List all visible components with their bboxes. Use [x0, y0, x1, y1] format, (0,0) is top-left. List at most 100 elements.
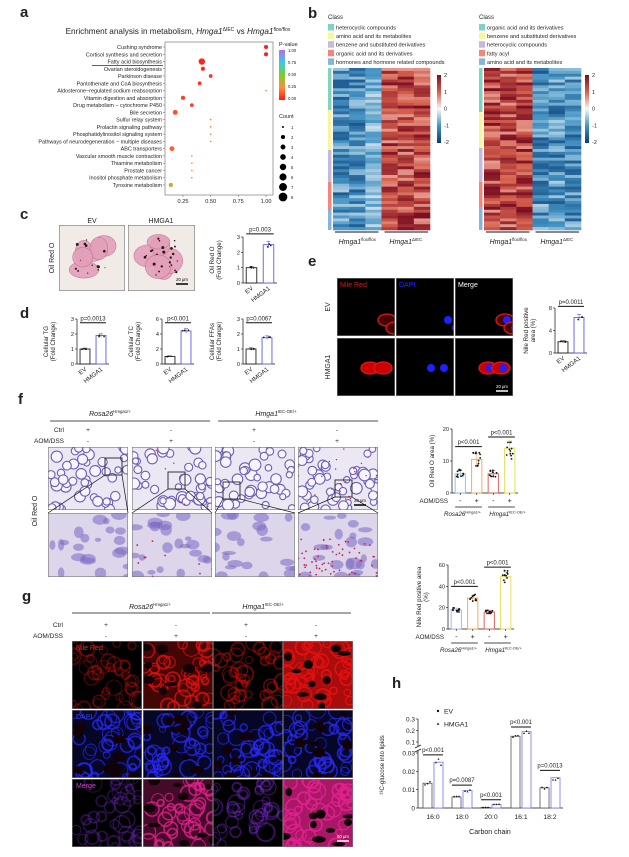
- micrograph-merge: [455, 278, 513, 336]
- heatmap-cell: [397, 102, 415, 106]
- heatmap-cell: [349, 209, 366, 213]
- heatmap-cell: [516, 114, 533, 118]
- tissue-structure: [318, 761, 338, 778]
- heatmap-cell: [413, 88, 431, 92]
- crypt: [132, 457, 140, 465]
- crypt-lumen: [296, 692, 309, 697]
- y-tick-label: 0: [71, 362, 74, 368]
- heatmap-cell: [500, 183, 517, 187]
- micrograph-dapi: [283, 710, 353, 778]
- heatmap-cell: [484, 122, 501, 127]
- tissue-structure: [92, 694, 107, 709]
- tissue-structure: [72, 642, 81, 653]
- heatmap-cell: [349, 102, 366, 106]
- plot-area: [164, 41, 274, 196]
- heatmap-cell: [532, 94, 549, 98]
- heatmap-cell: [516, 215, 533, 219]
- heatmap-cell: [397, 215, 415, 219]
- tissue-structure: [84, 743, 98, 756]
- tissue-structure: [124, 783, 134, 792]
- colorbar-tick: -1: [444, 123, 449, 129]
- crypt-lumen: [310, 741, 319, 747]
- heatmap-cell: [381, 111, 398, 115]
- micrograph-border: [396, 338, 454, 396]
- heatmap-cell: [500, 157, 517, 161]
- data-point-triangle: [523, 732, 525, 734]
- tissue-structure: [225, 815, 239, 829]
- nucleus: [346, 557, 362, 570]
- heatmap-cell: [548, 169, 566, 173]
- tissue-structure: [118, 811, 136, 829]
- heatmap-cell: [484, 94, 501, 98]
- crypt-lumen: [147, 823, 161, 828]
- heatmap-cell: [349, 122, 366, 127]
- heatmap-cell: [397, 201, 415, 205]
- crypt-lumen: [309, 820, 317, 829]
- heatmap-cell: [413, 76, 431, 80]
- heatmap-cell: [413, 96, 431, 101]
- nucleus: [334, 528, 343, 540]
- cell-membrane: [373, 361, 393, 375]
- data-point: [546, 786, 548, 789]
- data-point: [492, 471, 494, 474]
- data-point: [269, 336, 271, 338]
- heatmap-cell: [333, 73, 350, 77]
- lipid-droplet: [331, 560, 334, 563]
- data-point: [486, 609, 489, 612]
- heatmap-cell: [548, 206, 566, 211]
- heatmap-cell: [333, 198, 350, 202]
- bar-hmga1: [521, 731, 532, 809]
- term-label: Pantothenate and CoA biosynthesis: [77, 81, 163, 87]
- heatmap-cell: [548, 76, 566, 80]
- micrograph-border: [215, 447, 295, 510]
- heatmap-cell: [564, 102, 582, 106]
- heatmap-cell: [516, 85, 533, 89]
- tissue-structure: [263, 727, 274, 739]
- heatmap-cell: [349, 186, 366, 190]
- heatmap-cell: [500, 203, 517, 208]
- crypt: [298, 485, 309, 498]
- heatmap-cell: [333, 206, 350, 211]
- heatmap-cell: [381, 120, 398, 124]
- nucleus: [444, 316, 452, 324]
- heatmap-cell: [365, 172, 382, 176]
- data-point-triangle: [437, 757, 440, 760]
- heatmap-cell: [397, 143, 415, 147]
- heatmap-cell: [532, 91, 549, 95]
- heatmap-cell: [397, 160, 415, 164]
- crypt: [253, 473, 262, 482]
- heatmap-cell: [333, 140, 350, 144]
- tissue-structure: [266, 681, 278, 693]
- heatmap-cell: [413, 175, 431, 179]
- term-dot: [263, 52, 269, 57]
- data-point: [510, 457, 513, 460]
- crypt: [310, 495, 319, 504]
- tissue-structure: [328, 723, 340, 735]
- class-label: fatty acyl: [487, 51, 509, 57]
- heatmap-cell: [516, 91, 533, 95]
- heatmap-cell: [548, 108, 566, 112]
- data-point: [252, 267, 255, 269]
- cell-membrane: [385, 321, 395, 335]
- heatmap-cell: [500, 160, 517, 164]
- class-swatch: [328, 32, 334, 40]
- micrograph-zoom: [298, 513, 378, 577]
- nucleus: [80, 553, 96, 564]
- lipid-droplet: [363, 543, 366, 545]
- heatmap-cell: [381, 99, 398, 104]
- heatmap-cell: [516, 149, 533, 153]
- scale-bar-label: 20 μm: [496, 384, 508, 389]
- tissue-structure: [194, 742, 207, 755]
- heatmap-cell: [548, 102, 566, 106]
- tissue-structure: [260, 779, 277, 796]
- lipid-droplet: [155, 274, 157, 276]
- heatmap-cell: [532, 122, 549, 127]
- heatmap-cell: [333, 79, 350, 83]
- crypt: [62, 460, 72, 471]
- heatmap-cell: [413, 227, 431, 231]
- lipid-droplet: [137, 562, 140, 564]
- nucleus: [184, 536, 192, 541]
- count-legend-dot: [279, 183, 287, 191]
- heatmap-cell: [397, 128, 415, 132]
- tissue-structure: [234, 810, 244, 820]
